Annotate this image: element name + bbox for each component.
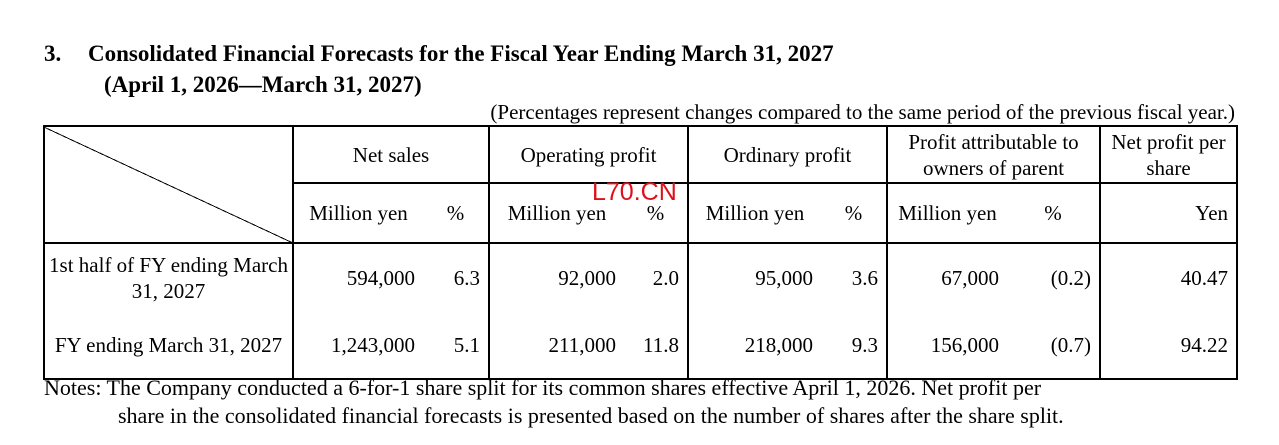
operating-profit-value: 211,000 — [488, 312, 624, 380]
ordinary-profit-value: 218,000 — [687, 312, 821, 380]
col-net-sales: Net sales — [292, 125, 490, 184]
corner-cell — [43, 125, 294, 244]
forecast-table: Net sales Operating profit Ordinary prof… — [43, 125, 1239, 380]
table-row: FY ending March 31, 2027 1,243,000 5.1 2… — [43, 312, 1239, 380]
col-operating-profit: Operating profit — [488, 125, 689, 184]
net-sales-change: 5.1 — [423, 312, 490, 380]
header-row: Net sales Operating profit Ordinary prof… — [43, 125, 1239, 244]
note-line-2: share in the consolidated financial fore… — [118, 403, 1064, 428]
net-sales-change: 6.3 — [423, 242, 490, 312]
section-title: Consolidated Financial Forecasts for the… — [88, 41, 834, 66]
eps-value: 94.22 — [1099, 312, 1239, 380]
operating-profit-change: 11.8 — [624, 312, 689, 380]
unit-row: Million yen % Million yen % Million yen … — [44, 182, 1239, 244]
row-label: 1st half of FY ending March 31, 2027 — [43, 242, 294, 312]
unit-million-yen: Million yen — [687, 182, 821, 244]
operating-profit-change: 2.0 — [624, 242, 689, 312]
note-line-1: Notes: The Company conducted a 6-for-1 s… — [44, 375, 1042, 400]
profit-attributable-change: (0.2) — [1007, 242, 1102, 312]
percentage-note: (Percentages represent changes compared … — [490, 100, 1235, 124]
col-ordinary-profit: Ordinary profit — [687, 125, 888, 184]
net-sales-value: 594,000 — [292, 242, 423, 312]
unit-million-yen: Million yen — [488, 182, 624, 244]
forecast-period: (April 1, 2026—March 31, 2027) — [104, 72, 422, 97]
section-heading: 3. Consolidated Financial Forecasts for t… — [44, 39, 834, 69]
unit-percent: % — [624, 182, 689, 244]
operating-profit-value: 92,000 — [488, 242, 624, 312]
unit-percent: % — [423, 182, 490, 244]
table-row: 1st half of FY ending March 31, 2027 594… — [43, 242, 1239, 312]
ordinary-profit-change: 9.3 — [821, 312, 888, 380]
profit-attributable-change: (0.7) — [1007, 312, 1102, 380]
row-label: FY ending March 31, 2027 — [43, 312, 294, 380]
unit-million-yen: Million yen — [292, 182, 423, 244]
col-eps: Net profit per share — [1099, 125, 1239, 184]
eps-value: 40.47 — [1099, 242, 1239, 312]
footnotes: Notes: The Company conducted a 6-for-1 s… — [44, 374, 1244, 430]
profit-attributable-value: 156,000 — [886, 312, 1007, 380]
unit-percent: % — [821, 182, 888, 244]
watermark-text: L70.CN — [592, 178, 677, 206]
unit-yen: Yen — [1099, 182, 1239, 244]
unit-million-yen: Million yen — [886, 182, 1007, 244]
unit-percent: % — [1007, 182, 1102, 244]
ordinary-profit-value: 95,000 — [687, 242, 821, 312]
section-number: 3. — [44, 41, 62, 66]
ordinary-profit-change: 3.6 — [821, 242, 888, 312]
col-profit-attributable: Profit attributable to owners of parent — [885, 125, 1102, 184]
profit-attributable-value: 67,000 — [886, 242, 1007, 312]
net-sales-value: 1,243,000 — [292, 312, 423, 380]
